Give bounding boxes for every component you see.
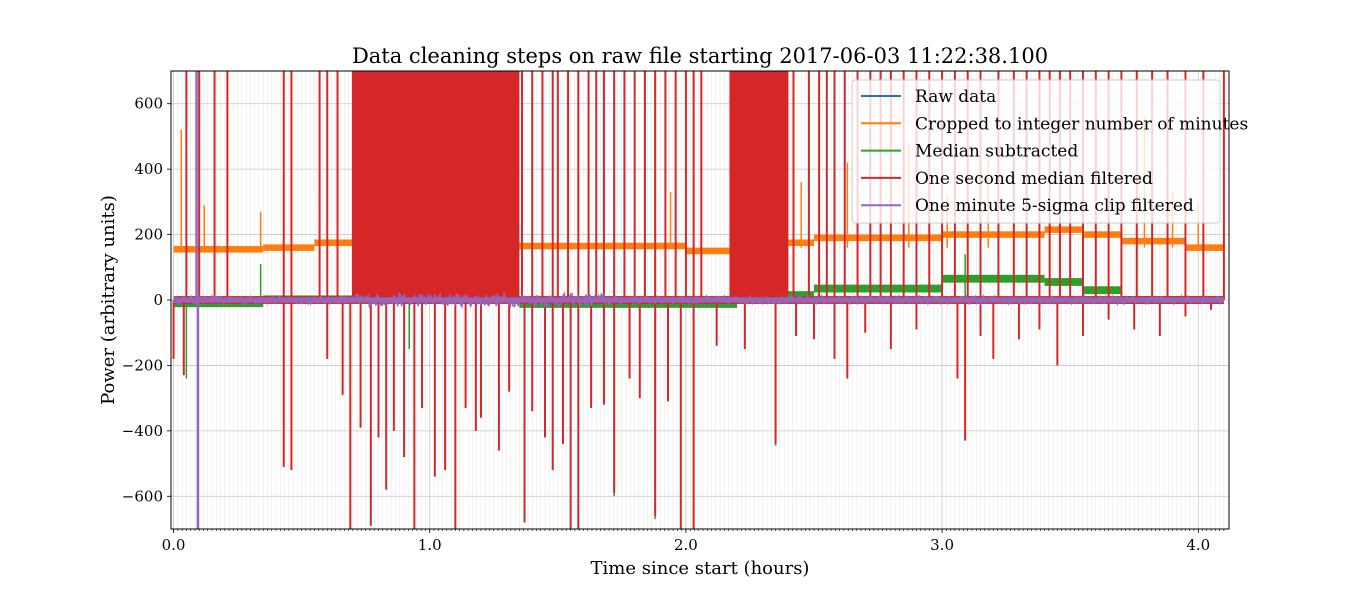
median-subtracted-band bbox=[942, 274, 1045, 283]
cropped-level-band bbox=[519, 242, 686, 250]
y-tick-label: −400 bbox=[122, 422, 163, 440]
legend-label: One second median filtered bbox=[915, 169, 1153, 189]
legend-label: Raw data bbox=[915, 87, 996, 107]
one-second-dense-band bbox=[352, 71, 520, 300]
axis-ticks: 0.0 1.0 2.0 3.0 4.0 600 400 200 0 −200 −400 −600 bbox=[122, 95, 1225, 554]
cropped-level-band bbox=[173, 246, 264, 253]
x-tick-label: 3.0 bbox=[930, 536, 954, 554]
cropped-level-band bbox=[1185, 244, 1224, 251]
y-tick-label: 0 bbox=[153, 291, 163, 309]
x-tick-label: 2.0 bbox=[674, 536, 698, 554]
legend-label: One minute 5-sigma clip filtered bbox=[915, 196, 1194, 216]
series-layer bbox=[172, 71, 1225, 529]
cropped-level-band bbox=[685, 247, 738, 255]
legend-label: Median subtracted bbox=[915, 142, 1078, 162]
y-tick-label: −200 bbox=[122, 356, 163, 374]
y-tick-label: 200 bbox=[134, 226, 163, 244]
one-second-dense-band bbox=[729, 71, 789, 300]
legend-box bbox=[851, 79, 1221, 224]
median-subtracted-band bbox=[813, 284, 943, 293]
cropped-level-band bbox=[1121, 237, 1186, 245]
cropped-level-band bbox=[263, 244, 315, 251]
y-tick-label: 600 bbox=[134, 95, 163, 113]
five-sigma-baseline bbox=[173, 297, 1224, 303]
median-subtracted-band bbox=[1044, 278, 1083, 286]
cropped-level-band bbox=[1044, 226, 1083, 233]
chart-title: Data cleaning steps on raw file starting… bbox=[352, 44, 1048, 68]
series-five-sigma-clip bbox=[172, 71, 1225, 529]
legend: Raw data Cropped to integer number of min… bbox=[851, 79, 1248, 224]
x-tick-label: 1.0 bbox=[418, 536, 442, 554]
cropped-level-band bbox=[1082, 231, 1122, 238]
y-axis-label: Power (arbitrary units) bbox=[98, 195, 119, 405]
x-tick-label: 0.0 bbox=[162, 536, 186, 554]
cropped-level-band bbox=[942, 231, 1045, 238]
x-tick-label: 4.0 bbox=[1186, 536, 1210, 554]
legend-label: Cropped to integer number of minutes bbox=[915, 114, 1248, 134]
median-subtracted-band bbox=[1082, 286, 1122, 295]
x-axis-label: Time since start (hours) bbox=[591, 558, 810, 579]
y-tick-label: 400 bbox=[134, 160, 163, 178]
cropped-level-band bbox=[813, 234, 943, 242]
legend-entries: Raw data Cropped to integer number of min… bbox=[861, 87, 1248, 216]
y-tick-label: −600 bbox=[122, 487, 163, 505]
